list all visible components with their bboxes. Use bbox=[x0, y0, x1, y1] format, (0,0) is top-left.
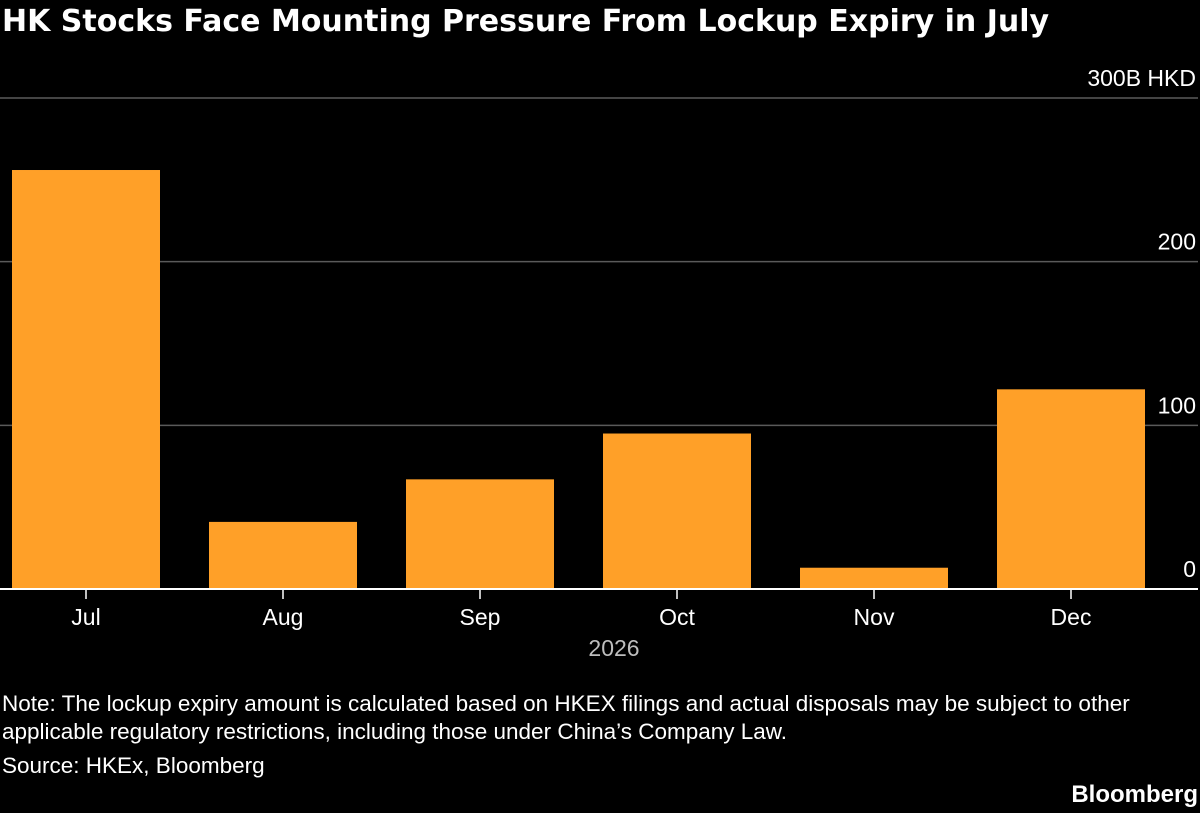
bar-chart: 300B HKD 200 100 0 Jul Aug Sep Oct Nov Dec 2026 bbox=[0, 65, 1198, 661]
bar-jul bbox=[12, 170, 160, 589]
x-tick-label: Oct bbox=[659, 604, 695, 630]
y-tick-label: 300B HKD bbox=[1087, 65, 1196, 91]
bar-sep bbox=[406, 479, 554, 589]
bar-nov bbox=[800, 567, 948, 589]
x-tick-label: Sep bbox=[460, 604, 501, 630]
y-tick-label: 200 bbox=[1158, 229, 1196, 255]
y-tick-label: 100 bbox=[1158, 392, 1196, 418]
bars bbox=[12, 170, 1145, 589]
y-tick-label: 0 bbox=[1183, 556, 1196, 582]
x-tick-label: Dec bbox=[1051, 604, 1092, 630]
chart-title: HK Stocks Face Mounting Pressure From Lo… bbox=[2, 4, 1050, 39]
bloomberg-logo: Bloomberg bbox=[1071, 781, 1198, 808]
gridlines bbox=[0, 97, 1198, 427]
axis-labels: 300B HKD 200 100 0 Jul Aug Sep Oct Nov Dec 2026 bbox=[71, 65, 1196, 661]
chart-source: Source: HKEx, Bloomberg bbox=[2, 753, 265, 778]
x-tick-label: Nov bbox=[854, 604, 895, 630]
x-axis-year-label: 2026 bbox=[588, 635, 639, 661]
chart-note: Note: The lockup expiry amount is calcul… bbox=[2, 691, 1130, 744]
bar-aug bbox=[209, 521, 357, 589]
bar-dec bbox=[997, 389, 1145, 589]
x-tick-label: Jul bbox=[71, 604, 100, 630]
x-axis bbox=[0, 588, 1198, 599]
x-tick-label: Aug bbox=[263, 604, 304, 630]
bar-oct bbox=[603, 433, 751, 589]
